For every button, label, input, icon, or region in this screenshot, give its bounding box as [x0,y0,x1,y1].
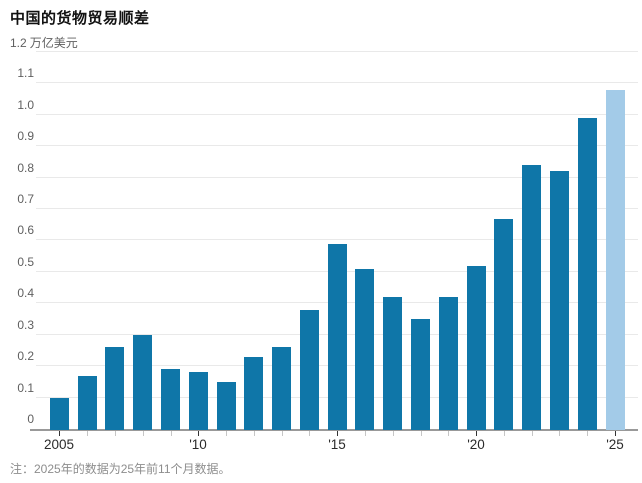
bar-2023 [550,171,569,430]
y-axis-unit-label: 万亿美元 [29,36,78,50]
y-axis-label: 0.4 [17,286,34,300]
x-tick [87,431,88,436]
gridline [36,82,638,83]
bar-2020 [467,266,486,430]
x-tick [171,431,172,436]
y-axis-label: 0 [27,412,34,426]
x-tick [115,431,116,436]
bar-2011 [217,382,236,430]
x-axis-label: '15 [328,437,346,452]
gridline [36,177,638,178]
x-tick [337,431,338,436]
gridline [36,145,638,146]
gridline [36,51,638,52]
x-axis-label: 2005 [43,437,75,452]
bar-2017 [383,297,402,430]
bar-2019 [439,297,458,430]
x-axis-line [30,429,638,431]
bar-2006 [78,376,97,430]
y-axis-max-label: 1.2 万亿美元 [10,36,78,50]
bar-2012 [244,357,263,430]
x-tick [59,431,60,436]
chart-title: 中国的货物贸易顺差 [10,10,150,27]
bar-2024 [578,118,597,430]
bar-2015 [328,244,347,430]
bar-2021 [494,219,513,430]
gridline [36,208,638,209]
x-axis-label: '20 [467,437,485,452]
bar-2009 [161,369,180,430]
y-axis-label: 0.1 [17,381,34,395]
x-axis-label: '25 [606,437,624,452]
gridline [36,114,638,115]
x-tick [615,431,616,436]
y-axis-label: 0.7 [17,192,34,206]
x-tick [309,431,310,436]
x-tick [421,431,422,436]
bar-2007 [105,347,124,430]
bar-2025 [606,90,625,430]
bar-2022 [522,165,541,430]
x-tick [532,431,533,436]
y-axis-label: 0.8 [17,161,34,175]
x-tick [198,431,199,436]
bar-2013 [272,347,291,430]
x-tick [587,431,588,436]
x-tick [559,431,560,436]
y-axis-max-value: 1.2 [10,36,27,50]
bar-2018 [411,319,430,430]
x-tick [448,431,449,436]
bar-2016 [355,269,374,430]
x-tick [282,431,283,436]
x-tick [365,431,366,436]
x-tick [254,431,255,436]
bar-2005 [50,398,69,430]
y-axis-label: 1.1 [17,66,34,80]
y-axis-label: 1.0 [17,98,34,112]
y-axis-label: 0.3 [17,318,34,332]
x-tick [476,431,477,436]
x-tick [504,431,505,436]
x-tick [226,431,227,436]
x-axis-label: '10 [189,437,207,452]
bar-2008 [133,335,152,430]
y-axis-label: 0.2 [17,349,34,363]
x-tick [143,431,144,436]
y-axis-label: 0.9 [17,129,34,143]
x-tick [393,431,394,436]
source-note: 注：2025年的数据为25年前11个月数据。 [10,462,231,476]
gridline [36,239,638,240]
bar-2010 [189,372,208,430]
y-axis-label: 0.5 [17,255,34,269]
bar-2014 [300,310,319,430]
y-axis-label: 0.6 [17,223,34,237]
